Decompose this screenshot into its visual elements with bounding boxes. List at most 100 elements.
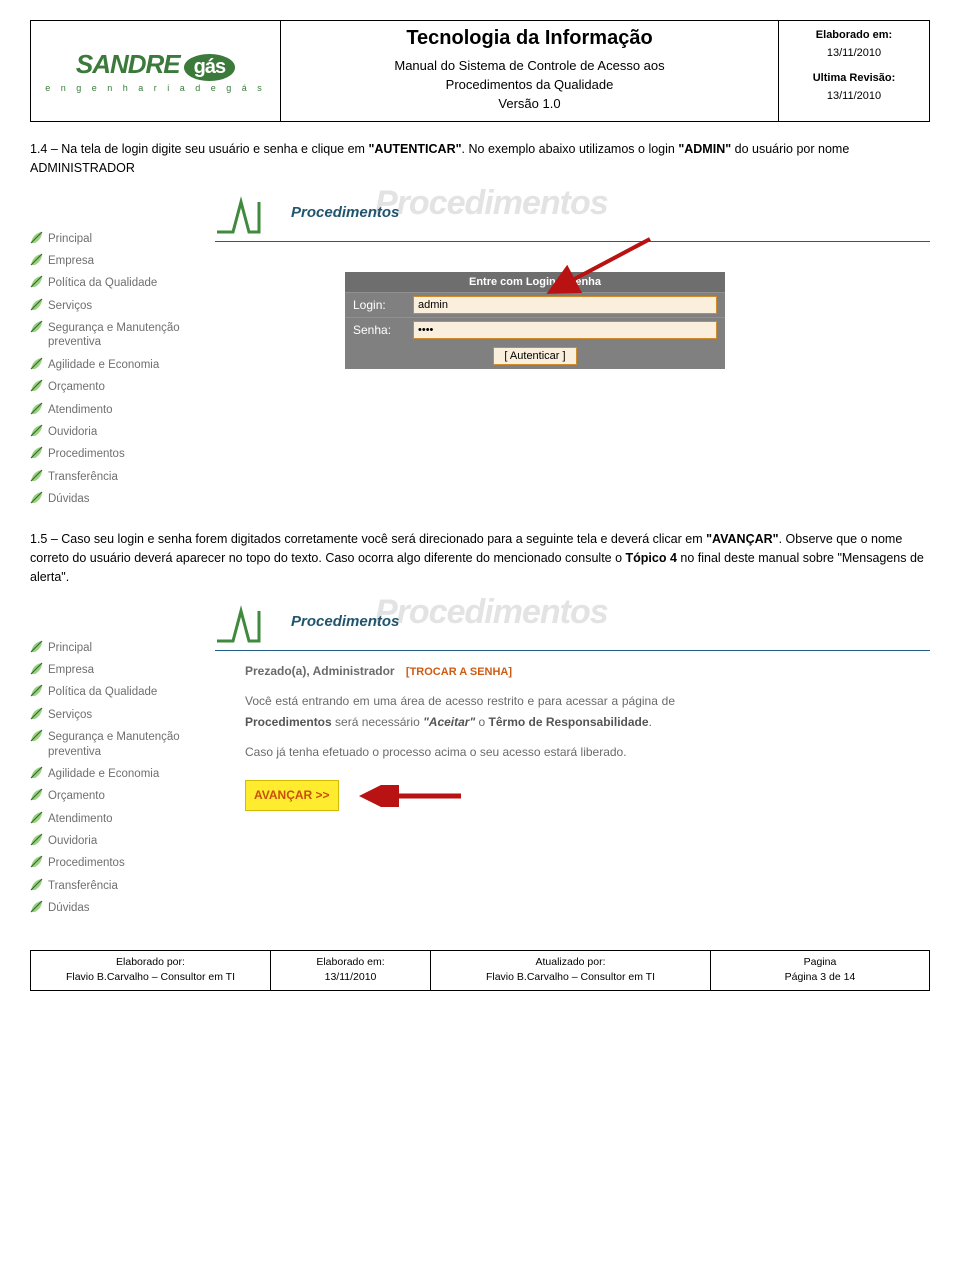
sidebar-item[interactable]: Transferência xyxy=(30,466,205,488)
sidebar-item-label: Orçamento xyxy=(48,381,105,393)
autenticar-button[interactable]: [ Autenticar ] xyxy=(493,347,576,365)
sidebar-1: Principal Empresa Política da Qualidade Ser… xyxy=(30,188,205,511)
sidebar-item-label: Ouvidoria xyxy=(48,835,97,847)
leaf-icon xyxy=(30,491,44,504)
leaf-icon xyxy=(30,446,44,459)
sidebar-item[interactable]: Serviços xyxy=(30,295,205,317)
sidebar-item-label: Serviços xyxy=(48,709,92,721)
screenshot-welcome: Principal Empresa Política da Qualidade Ser… xyxy=(30,597,930,920)
doc-title: Tecnologia da Informação xyxy=(291,27,768,50)
header-right: Elaborado em: 13/11/2010 Ultima Revisão:… xyxy=(779,21,929,121)
proc-heading-area-2: Procedimentos Procedimentos xyxy=(215,597,930,651)
leaf-icon xyxy=(30,729,44,742)
leaf-icon xyxy=(30,833,44,846)
sidebar-item-label: Serviços xyxy=(48,300,92,312)
leaf-icon xyxy=(30,707,44,720)
squiggle-icon xyxy=(215,603,293,645)
document-footer: Elaborado por:Flavio B.Carvalho – Consul… xyxy=(30,950,930,992)
welcome-message: Prezado(a), Administrador [TROCAR A SENH… xyxy=(245,661,675,811)
leaf-icon xyxy=(30,320,44,333)
sidebar-item[interactable]: Atendimento xyxy=(30,399,205,421)
sidebar-item-label: Atendimento xyxy=(48,813,113,825)
sidebar-item-label: Dúvidas xyxy=(48,493,90,505)
trocar-senha-link[interactable]: [TROCAR A SENHA] xyxy=(406,666,512,678)
sidebar-item[interactable]: Dúvidas xyxy=(30,488,205,510)
senha-input[interactable] xyxy=(413,321,717,339)
leaf-icon xyxy=(30,231,44,244)
sidebar-item-label: Transferência xyxy=(48,880,118,892)
sidebar-item[interactable]: Orçamento xyxy=(30,376,205,398)
sidebar-item[interactable]: Ouvidoria xyxy=(30,421,205,443)
sidebar-item-label: Agilidade e Economia xyxy=(48,768,159,780)
leaf-icon xyxy=(30,788,44,801)
leaf-icon xyxy=(30,766,44,779)
sidebar-item[interactable]: Procedimentos xyxy=(30,852,205,874)
sidebar-item[interactable]: Política da Qualidade xyxy=(30,272,205,294)
sidebar-item-label: Agilidade e Economia xyxy=(48,359,159,371)
leaf-icon xyxy=(30,855,44,868)
sidebar-item-label: Segurança e Manutenção preventiva xyxy=(48,731,180,757)
leaf-icon xyxy=(30,253,44,266)
leaf-icon xyxy=(30,402,44,415)
sidebar-item[interactable]: Agilidade e Economia xyxy=(30,354,205,376)
logo-text: SANDREgás xyxy=(45,49,266,81)
section-1-4-text: 1.4 – Na tela de login digite seu usuári… xyxy=(30,140,930,178)
sidebar-item[interactable]: Agilidade e Economia xyxy=(30,763,205,785)
sidebar-item[interactable]: Política da Qualidade xyxy=(30,681,205,703)
leaf-icon xyxy=(30,684,44,697)
sidebar-item-label: Orçamento xyxy=(48,790,105,802)
document-header: SANDREgás e n g e n h a r i a d e g á s … xyxy=(30,20,930,122)
sidebar-item[interactable]: Principal xyxy=(30,637,205,659)
sidebar-item-label: Procedimentos xyxy=(48,857,125,869)
sidebar-item-label: Política da Qualidade xyxy=(48,686,157,698)
sidebar-item-label: Empresa xyxy=(48,255,94,267)
sidebar-item[interactable]: Ouvidoria xyxy=(30,830,205,852)
leaf-icon xyxy=(30,640,44,653)
doc-subtitle-1: Manual do Sistema de Controle de Acesso … xyxy=(291,58,768,73)
red-arrow-icon xyxy=(356,785,466,807)
doc-version: Versão 1.0 xyxy=(291,96,768,111)
sidebar-item-label: Dúvidas xyxy=(48,902,90,914)
login-panel-title: Entre com Login e Senha xyxy=(345,272,725,292)
sidebar-item-label: Política da Qualidade xyxy=(48,277,157,289)
sidebar-item[interactable]: Serviços xyxy=(30,704,205,726)
leaf-icon xyxy=(30,900,44,913)
red-arrow-icon xyxy=(540,234,660,304)
login-row-senha: Senha: xyxy=(345,317,725,342)
sidebar-item-label: Transferência xyxy=(48,471,118,483)
leaf-icon xyxy=(30,275,44,288)
logo-tagline: e n g e n h a r i a d e g á s xyxy=(45,83,266,93)
sidebar-item[interactable]: Segurança e Manutenção preventiva xyxy=(30,317,205,354)
sidebar-item[interactable]: Procedimentos xyxy=(30,443,205,465)
leaf-icon xyxy=(30,469,44,482)
sidebar-item-label: Segurança e Manutenção preventiva xyxy=(48,322,180,348)
login-row-login: Login: xyxy=(345,292,725,317)
leaf-icon xyxy=(30,357,44,370)
sidebar-item[interactable]: Empresa xyxy=(30,250,205,272)
sidebar-item[interactable]: Orçamento xyxy=(30,785,205,807)
leaf-icon xyxy=(30,424,44,437)
sidebar-item-label: Atendimento xyxy=(48,404,113,416)
logo-cell: SANDREgás e n g e n h a r i a d e g á s xyxy=(31,21,281,121)
sidebar-item[interactable]: Atendimento xyxy=(30,808,205,830)
sidebar-item[interactable]: Segurança e Manutenção preventiva xyxy=(30,726,205,763)
avancar-button[interactable]: AVANÇAR >> xyxy=(245,780,339,810)
sidebar-item[interactable]: Transferência xyxy=(30,875,205,897)
sidebar-2: Principal Empresa Política da Qualidade Ser… xyxy=(30,597,205,920)
login-panel: Entre com Login e Senha Login: Senha: [ … xyxy=(345,272,725,369)
sidebar-item-label: Ouvidoria xyxy=(48,426,97,438)
leaf-icon xyxy=(30,878,44,891)
header-center: Tecnologia da Informação Manual do Siste… xyxy=(281,21,779,121)
greeting-text: Prezado(a), Administrador xyxy=(245,664,395,678)
sidebar-item[interactable]: Empresa xyxy=(30,659,205,681)
sidebar-item-label: Procedimentos xyxy=(48,448,125,460)
leaf-icon xyxy=(30,298,44,311)
sidebar-item[interactable]: Principal xyxy=(30,228,205,250)
sidebar-item-label: Principal xyxy=(48,233,92,245)
doc-subtitle-2: Procedimentos da Qualidade xyxy=(291,77,768,92)
sidebar-item-label: Empresa xyxy=(48,664,94,676)
screenshot-login: Principal Empresa Política da Qualidade Ser… xyxy=(30,188,930,511)
sidebar-item[interactable]: Dúvidas xyxy=(30,897,205,919)
squiggle-icon xyxy=(215,194,293,236)
leaf-icon xyxy=(30,662,44,675)
